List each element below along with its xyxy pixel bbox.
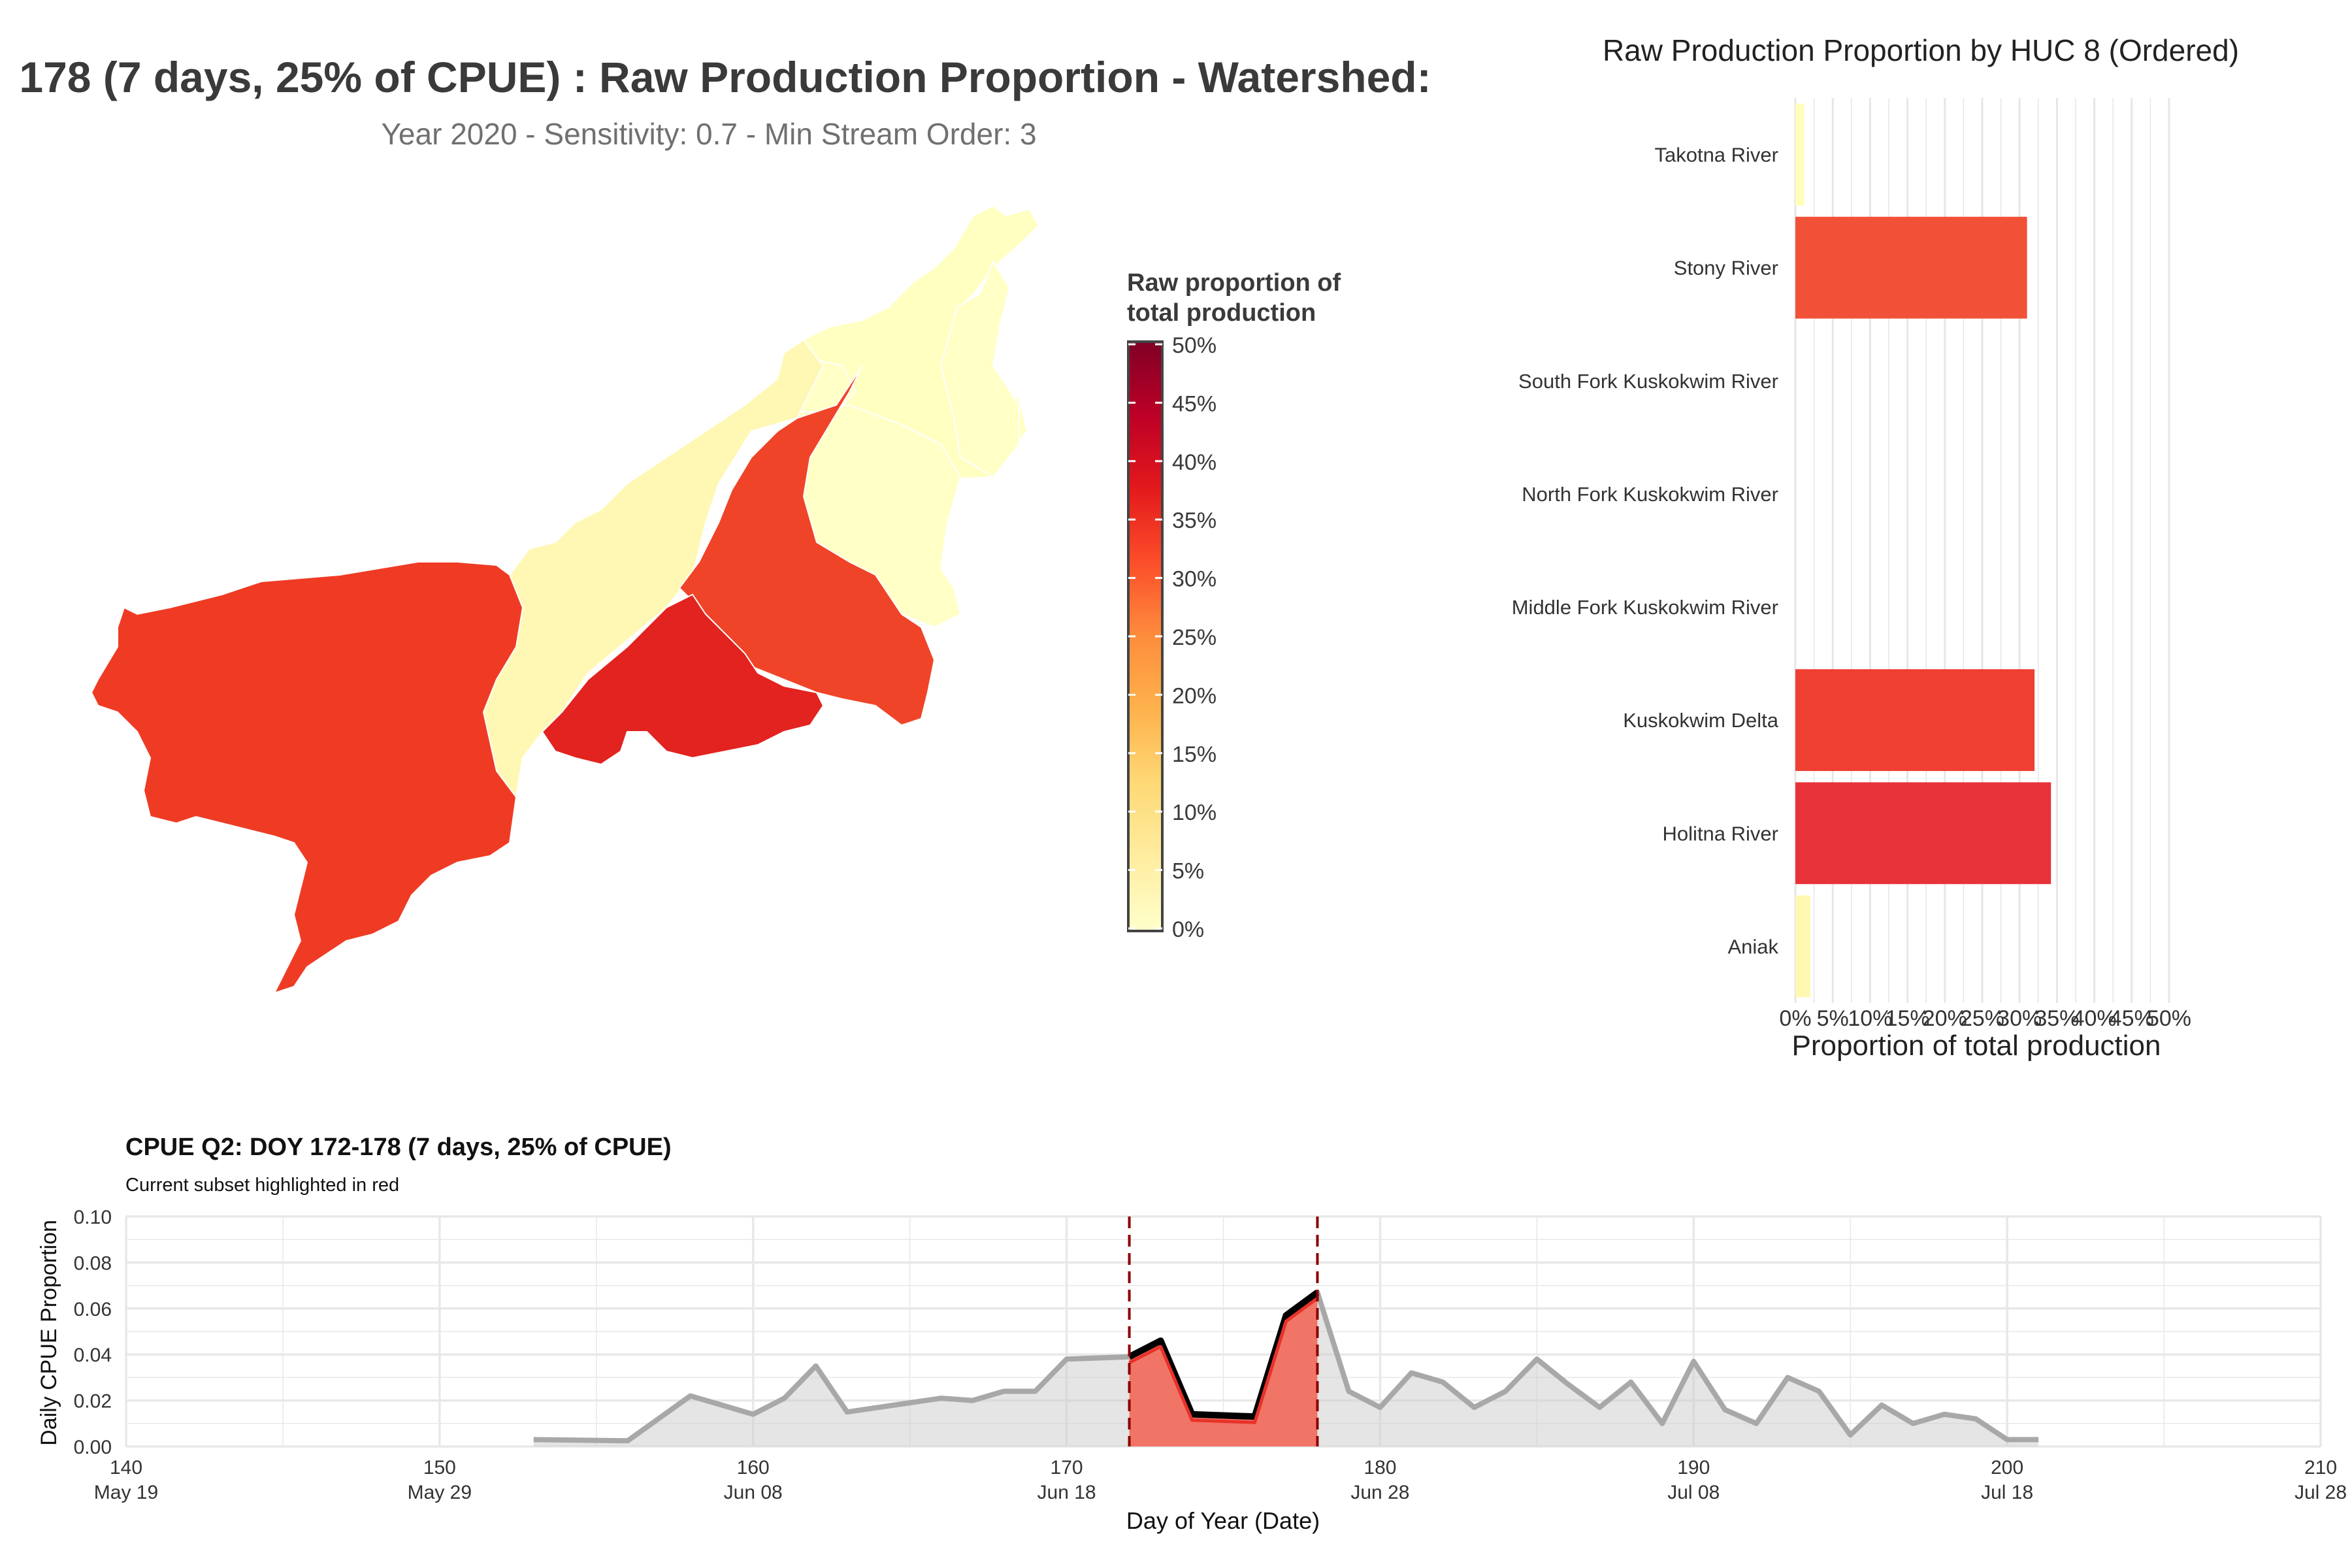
bar-x-tick-label: 5% xyxy=(1817,1006,1849,1031)
cpue-y-tick-label: 0.06 xyxy=(74,1299,112,1320)
cpue-x-tick-date: Jul 28 xyxy=(2295,1482,2347,1503)
map-legend-title-line2: total production xyxy=(1127,299,1316,327)
bar-chart-title: Raw Production Proportion by HUC 8 (Orde… xyxy=(1602,33,2240,67)
bar-x-tick-label: 10% xyxy=(1848,1006,1892,1031)
cpue-line-highlight xyxy=(1128,1290,1320,1420)
map-legend-tick-label: 20% xyxy=(1172,683,1217,708)
cpue-y-tick-label: 0.08 xyxy=(74,1252,112,1274)
cpue-x-tick-doy: 170 xyxy=(1051,1457,1083,1478)
map-legend-tick-label: 45% xyxy=(1172,391,1217,416)
cpue-x-tick-doy: 140 xyxy=(110,1457,142,1478)
bar-category-label: Holitna River xyxy=(1663,822,1778,845)
map-legend-tick-label: 0% xyxy=(1172,917,1204,942)
bar-x-tick-label: 0% xyxy=(1779,1006,1811,1031)
bar xyxy=(1795,782,2051,885)
cpue-line-full xyxy=(533,1290,2039,1444)
map-legend-tick-label: 25% xyxy=(1172,625,1217,650)
watershed-map xyxy=(90,204,1040,994)
map-legend: 0% 5% 10% 15% 20% 25% 30% 35% 40% 45% 50% xyxy=(1127,333,1217,942)
bar-chart: Takotna River Stony River South Fork Kusko… xyxy=(1512,98,2191,1062)
map-legend-tick-label: 50% xyxy=(1172,333,1217,358)
cpue-x-tick-doy: 150 xyxy=(423,1457,456,1478)
map-legend-tick-label: 10% xyxy=(1172,800,1217,825)
map-legend-tick-label: 40% xyxy=(1172,450,1217,475)
map-legend-tick-label: 35% xyxy=(1172,508,1217,533)
cpue-x-tick-date: Jul 08 xyxy=(1667,1482,1720,1503)
bar-category-label: North Fork Kuskokwim River xyxy=(1522,483,1778,506)
cpue-x-tick-date: May 19 xyxy=(94,1482,158,1503)
bar xyxy=(1795,669,2035,772)
cpue-y-tick-label: 0.00 xyxy=(74,1437,112,1458)
cpue-chart-title: CPUE Q2: DOY 172-178 (7 days, 25% of CPU… xyxy=(125,1134,672,1161)
cpue-y-tick-label: 0.02 xyxy=(74,1391,112,1413)
cpue-x-tick-date: Jun 18 xyxy=(1037,1482,1096,1503)
bar-category-label: Takotna River xyxy=(1654,144,1778,167)
cpue-chart-subtitle: Current subset highlighted in red xyxy=(125,1175,400,1196)
page-subtitle: Year 2020 - Sensitivity: 0.7 - Min Strea… xyxy=(381,117,1037,151)
bar-x-tick-label: 50% xyxy=(2147,1006,2191,1031)
map-legend-title: Raw proportion of total production xyxy=(1127,268,1341,328)
bar-category-label: South Fork Kuskokwim River xyxy=(1518,370,1778,393)
map-legend-tick-label: 30% xyxy=(1172,567,1217,592)
map-region-stony-river xyxy=(678,365,936,727)
bar-x-tick-label: 15% xyxy=(1886,1006,1930,1031)
cpue-y-tick-label: 0.04 xyxy=(74,1345,112,1366)
map-region-north-fork-kuskokwim-river xyxy=(939,259,1020,478)
bar-category-label: Stony River xyxy=(1674,257,1778,280)
cpue-line-highlight-inner xyxy=(1128,1297,1318,1424)
bar xyxy=(1795,103,1805,206)
cpue-x-tick-date: Jun 28 xyxy=(1350,1482,1409,1503)
bar-category-label: Middle Fork Kuskokwim River xyxy=(1512,596,1778,619)
bar-x-tick-label: 30% xyxy=(1997,1006,2042,1031)
page-title: 178 (7 days, 25% of CPUE) : Raw Producti… xyxy=(19,53,1431,101)
cpue-x-tick-doy: 200 xyxy=(1991,1457,2023,1478)
cpue-x-tick-doy: 190 xyxy=(1677,1457,1710,1478)
cpue-chart: 0.00 0.02 0.04 0.06 0.08 0.10 140 May 19 150 May… xyxy=(37,1207,2347,1534)
bar xyxy=(1795,895,1810,998)
cpue-x-tick-date: Jul 18 xyxy=(1981,1482,2033,1503)
cpue-y-tick-label: 0.10 xyxy=(74,1207,112,1228)
cpue-chart-x-axis-title: Day of Year (Date) xyxy=(1126,1507,1320,1534)
bar-x-tick-label: 20% xyxy=(1923,1006,1967,1031)
bar-x-tick-label: 40% xyxy=(2072,1006,2117,1031)
map-region-kuskokwim-delta xyxy=(90,561,524,994)
bar-category-label: Aniak xyxy=(1727,935,1778,958)
bar-x-tick-label: 45% xyxy=(2110,1006,2154,1031)
bar-x-tick-label: 25% xyxy=(1960,1006,2004,1031)
cpue-area-highlight xyxy=(1129,1292,1318,1446)
bar xyxy=(1795,216,2027,319)
cpue-x-tick-date: May 29 xyxy=(408,1482,472,1503)
map-legend-title-line1: Raw proportion of xyxy=(1127,269,1341,297)
cpue-x-tick-doy: 210 xyxy=(2304,1457,2337,1478)
map-legend-tick-label: 15% xyxy=(1172,742,1217,767)
bar-x-tick-label: 35% xyxy=(2034,1006,2079,1031)
cpue-x-tick-date: Jun 08 xyxy=(724,1482,783,1503)
bar-chart-x-axis-title: Proportion of total production xyxy=(1791,1030,2161,1062)
map-legend-tick-label: 5% xyxy=(1172,859,1204,884)
map-region-holitna-river xyxy=(541,593,825,766)
bar-category-label: Kuskokwim Delta xyxy=(1623,709,1778,732)
cpue-chart-y-axis-title: Daily CPUE Proportion xyxy=(37,1220,61,1446)
cpue-x-tick-doy: 180 xyxy=(1364,1457,1396,1478)
cpue-x-tick-doy: 160 xyxy=(737,1457,770,1478)
